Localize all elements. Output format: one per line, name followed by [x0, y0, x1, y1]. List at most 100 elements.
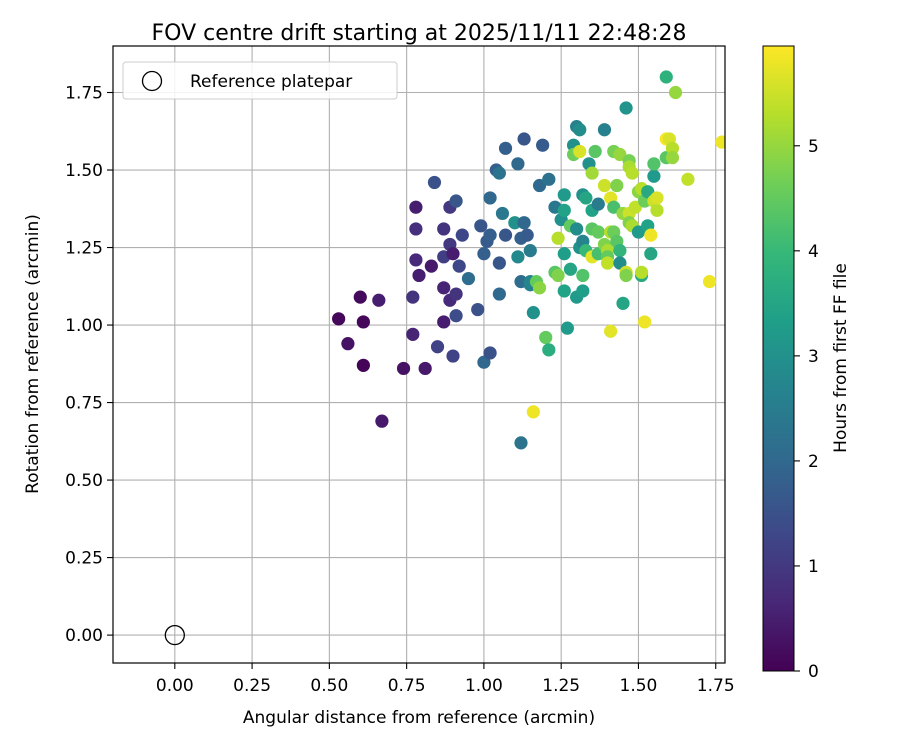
colorbar-tick-label: 2 [808, 452, 819, 472]
data-point [573, 123, 587, 137]
reference-platepar-marker [164, 624, 185, 646]
legend-reference-marker [141, 70, 163, 92]
data-point [576, 284, 590, 298]
data-point [597, 123, 612, 137]
data-point [474, 219, 488, 233]
colorbar-tick-label: 1 [808, 557, 819, 577]
data-point [498, 228, 513, 242]
data-point [409, 200, 423, 214]
data-point [647, 157, 661, 171]
data-point [613, 147, 627, 162]
data-point [619, 268, 633, 283]
data-point [616, 296, 630, 310]
data-point [455, 228, 469, 242]
x-tick-label: 0.50 [310, 676, 348, 696]
data-point [579, 191, 593, 205]
data-point [332, 312, 346, 326]
legend: Reference platepar [122, 61, 398, 100]
colorbar: 0 1 2 3 4 5 Hours from first FF file [762, 45, 851, 682]
legend-box [122, 61, 398, 100]
data-point [353, 290, 367, 304]
data-point [523, 244, 537, 258]
data-point [551, 268, 565, 283]
data-point [659, 70, 673, 84]
data-point [557, 284, 571, 298]
x-tick-label: 0.75 [388, 676, 426, 696]
data-point [483, 346, 497, 360]
y-tick-label: 0.25 [65, 549, 103, 569]
data-point [715, 135, 725, 149]
data-point [477, 247, 491, 261]
data-point [514, 436, 528, 450]
data-point [585, 166, 599, 180]
y-axis-ticks: 0.00 0.25 0.50 0.75 1.00 1.25 1.50 1.75 [65, 84, 113, 646]
colorbar-tick-label: 0 [808, 662, 819, 682]
data-point [341, 337, 355, 351]
y-tick-label: 0.50 [65, 471, 103, 491]
grid-lines [113, 46, 725, 663]
data-point [644, 228, 658, 242]
y-tick-label: 1.00 [65, 316, 103, 336]
data-point [576, 268, 590, 283]
data-point [631, 225, 646, 239]
x-tick-label: 1.75 [697, 676, 735, 696]
data-point [551, 231, 565, 245]
x-axis-label: Angular distance from reference (arcmin) [243, 708, 595, 728]
x-tick-label: 0.25 [233, 676, 271, 696]
data-point [532, 178, 547, 193]
data-point [702, 275, 717, 289]
data-point [430, 340, 445, 354]
data-point [591, 225, 605, 239]
data-point [573, 144, 587, 159]
data-point [412, 268, 426, 283]
legend-label: Reference platepar [190, 72, 352, 92]
data-point [634, 265, 649, 279]
data-point [418, 361, 432, 376]
data-point [650, 191, 664, 205]
data-point [409, 222, 423, 236]
data-point [542, 343, 556, 357]
data-point [638, 315, 652, 329]
data-point [647, 169, 661, 183]
data-points [332, 70, 725, 450]
y-tick-label: 0.00 [65, 626, 103, 646]
data-point [536, 138, 550, 152]
data-point [492, 287, 506, 301]
data-point [560, 321, 574, 335]
data-point [613, 244, 627, 258]
data-point [650, 203, 664, 217]
colorbar-gradient [762, 45, 795, 672]
data-point [372, 293, 386, 307]
data-point [375, 414, 389, 428]
data-point [600, 256, 615, 270]
data-point [628, 200, 642, 214]
colorbar-label: Hours from first FF file [831, 263, 851, 453]
y-tick-label: 0.75 [65, 394, 103, 414]
data-point [517, 132, 531, 146]
data-point [526, 405, 540, 419]
data-point [681, 172, 695, 186]
data-point [437, 315, 451, 329]
data-point [449, 287, 463, 301]
data-point [424, 259, 438, 273]
data-point [644, 247, 658, 261]
data-point [591, 197, 605, 211]
data-point [508, 216, 522, 230]
data-point [471, 302, 485, 317]
data-point [641, 185, 655, 199]
data-point [356, 358, 370, 372]
data-point [409, 253, 423, 267]
data-point [668, 85, 683, 100]
data-point [492, 166, 506, 180]
data-point [461, 271, 476, 286]
data-point [437, 222, 451, 236]
colorbar-tick-label: 4 [808, 242, 819, 262]
data-point [526, 306, 540, 320]
data-point [563, 262, 578, 276]
data-point [492, 256, 506, 270]
data-point [511, 250, 525, 264]
x-axis-ticks: 0.00 0.25 0.50 0.75 1.00 1.25 1.50 1.75 [156, 663, 735, 696]
data-point [483, 191, 497, 205]
data-point [610, 178, 624, 193]
